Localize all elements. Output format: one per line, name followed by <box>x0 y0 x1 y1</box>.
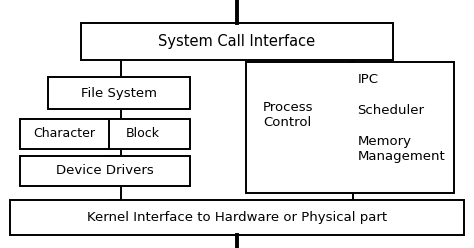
Text: Block: Block <box>126 127 159 140</box>
Text: System Call Interface: System Call Interface <box>158 34 316 49</box>
FancyBboxPatch shape <box>246 62 455 193</box>
FancyBboxPatch shape <box>81 23 393 60</box>
Text: File System: File System <box>81 87 157 100</box>
Text: Scheduler: Scheduler <box>357 104 425 117</box>
Text: Memory
Management: Memory Management <box>357 135 445 163</box>
FancyBboxPatch shape <box>48 77 190 109</box>
FancyBboxPatch shape <box>10 200 464 235</box>
Text: Device Drivers: Device Drivers <box>56 164 154 177</box>
FancyBboxPatch shape <box>19 156 190 186</box>
FancyBboxPatch shape <box>19 119 190 149</box>
Text: Kernel Interface to Hardware or Physical part: Kernel Interface to Hardware or Physical… <box>87 211 387 224</box>
Text: Character: Character <box>34 127 95 140</box>
Text: IPC: IPC <box>357 73 379 86</box>
Text: Process
Control: Process Control <box>263 101 313 129</box>
